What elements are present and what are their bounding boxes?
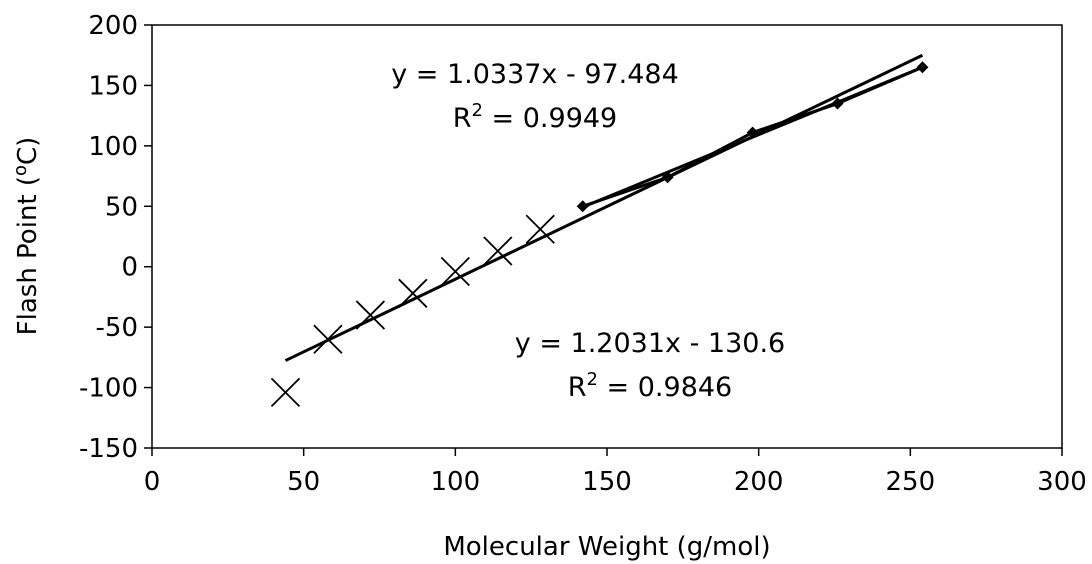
trendline-equation-diamond: y = 1.0337x - 97.484 [391, 59, 679, 90]
y-tick-label: 150 [88, 71, 138, 101]
data-points [270, 61, 929, 408]
data-point-x [270, 377, 301, 408]
trendline-equation-x: y = 1.2031x - 130.6 [515, 328, 785, 359]
y-tick-label: 100 [88, 132, 138, 162]
trendline-r2-diamond: R2 = 0.9949 [453, 100, 617, 134]
trendline-r2-x: R2 = 0.9846 [568, 369, 732, 403]
trendline [284, 53, 924, 362]
x-tick-label: 0 [144, 467, 161, 497]
y-tick-label: -50 [96, 313, 138, 343]
y-axis-title-sup: o [10, 165, 31, 176]
y-axis-title: Flash Point (oC) [10, 137, 43, 336]
data-point-x [398, 278, 428, 308]
data-point-x [313, 324, 343, 354]
x-tick-label: 300 [1037, 467, 1087, 497]
y-tick-label: 200 [88, 11, 138, 41]
x-tick-label: 250 [886, 467, 936, 497]
data-point-x [483, 236, 513, 266]
trendlines [284, 53, 924, 362]
x-tick-label: 150 [582, 467, 632, 497]
y-axis: -150 -100 -50 0 50 100 150 200 [79, 11, 152, 464]
y-tick-label: 50 [105, 192, 138, 222]
data-point-diamond [576, 200, 589, 213]
y-tick-label: 0 [121, 253, 138, 283]
data-point-x [355, 300, 386, 330]
data-point-diamond [661, 171, 674, 184]
y-tick-label: -100 [79, 374, 138, 404]
data-point-diamond [746, 126, 759, 139]
y-axis-title-post: C) [13, 137, 43, 165]
y-axis-title-pre: Flash Point ( [13, 176, 43, 335]
data-point-x [440, 256, 470, 287]
data-point-diamond [831, 97, 844, 110]
x-tick-label: 100 [431, 467, 481, 497]
x-axis: 0 50 100 150 200 250 300 [144, 448, 1087, 497]
x-axis-title: Molecular Weight (g/mol) [443, 532, 770, 562]
data-point-diamond [916, 61, 929, 74]
x-tick-label: 200 [734, 467, 784, 497]
x-tick-label: 50 [287, 467, 320, 497]
y-tick-label: -150 [79, 434, 138, 464]
data-point-x [525, 214, 555, 244]
